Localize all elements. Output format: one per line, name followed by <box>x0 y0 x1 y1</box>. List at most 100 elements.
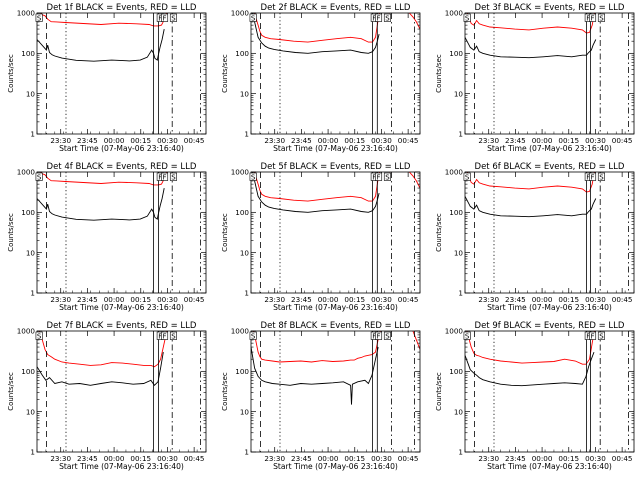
y-tick-label: 10 <box>26 89 36 98</box>
chart-title: Det 8f BLACK = Events, RED = LLD <box>261 321 411 331</box>
plot-frame <box>36 171 207 294</box>
x-tick-label: 23:45 <box>77 136 98 145</box>
plot-frame <box>250 12 421 135</box>
flag-label: S <box>171 332 176 340</box>
flag-box <box>597 331 605 340</box>
x-tick-label: 00:15 <box>558 295 579 304</box>
series-line-lld <box>39 172 167 186</box>
flag-box <box>375 172 383 181</box>
flag-box <box>383 331 391 340</box>
x-tick-label: 23:30 <box>478 454 499 463</box>
y-tick-label: 10 <box>240 407 250 416</box>
flag-label: S <box>385 332 390 340</box>
x-tick-label: 00:00 <box>532 136 553 145</box>
x-tick-label: 00:00 <box>104 454 125 463</box>
x-tick-label: 23:45 <box>77 454 98 463</box>
y-axis-label: Counts/sec <box>221 372 229 411</box>
x-tick-label: 23:45 <box>291 136 312 145</box>
chart-panel-det-5f: Det 5f BLACK = Events, RED = LLD 1 10 100 10… <box>221 162 421 312</box>
y-tick-label: 1000 <box>445 168 464 177</box>
series-line-lld <box>254 172 420 202</box>
flag-label: S <box>37 173 42 181</box>
series-group <box>251 331 420 405</box>
x-tick-label: 00:15 <box>130 295 151 304</box>
x-tick-label: 00:45 <box>398 295 419 304</box>
chart-panel-det-2f: Det 2f BLACK = Events, RED = LLD 1 10 100 10… <box>221 3 421 153</box>
flag-label: F <box>163 173 167 181</box>
chart-title: Det 7f BLACK = Events, RED = LLD <box>47 321 197 331</box>
y-tick-label: 1 <box>458 289 463 298</box>
x-tick-label: 23:30 <box>478 136 499 145</box>
x-tick-label: 00:15 <box>130 454 151 463</box>
x-tick-label: 23:30 <box>50 136 71 145</box>
y-tick-label: 100 <box>21 49 35 58</box>
chart-panel-det-1f: Det 1f BLACK = Events, RED = LLD 1 10 100 10… <box>7 3 207 153</box>
y-tick-label: 1000 <box>17 327 36 336</box>
series-group <box>37 172 167 221</box>
y-tick-label: 1000 <box>231 168 250 177</box>
flag-label: F <box>377 173 381 181</box>
series-line-lld <box>39 13 167 27</box>
flag-box <box>463 331 471 340</box>
y-axis-label: Counts/sec <box>221 213 229 252</box>
chart-title: Det 1f BLACK = Events, RED = LLD <box>47 3 197 13</box>
y-axis-label: Counts/sec <box>435 372 443 411</box>
x-tick-label: 23:45 <box>291 454 312 463</box>
flag-label: S <box>37 14 42 22</box>
x-tick-label: 00:00 <box>104 295 125 304</box>
y-tick-label: 10 <box>26 248 36 257</box>
flag-label: S <box>385 14 390 22</box>
x-tick-label: 00:30 <box>585 454 606 463</box>
x-tick-label: 23:30 <box>50 295 71 304</box>
flag-label: F <box>163 332 167 340</box>
flag-box <box>597 172 605 181</box>
series-group <box>465 172 597 218</box>
flag-box <box>589 172 597 181</box>
y-tick-label: 1000 <box>445 9 464 18</box>
series-line-events <box>37 29 165 62</box>
flag-label: S <box>37 332 42 340</box>
chart-title: Det 5f BLACK = Events, RED = LLD <box>261 162 411 172</box>
x-tick-label: 00:00 <box>318 136 339 145</box>
flag-label: F <box>377 14 381 22</box>
x-tick-label: 00:00 <box>532 295 553 304</box>
y-tick-label: 100 <box>235 49 249 58</box>
flag-box <box>169 13 177 22</box>
x-tick-label: 00:30 <box>585 295 606 304</box>
plot-frame <box>464 12 635 135</box>
chart-panel-det-3f: Det 3f BLACK = Events, RED = LLD 1 10 100 10… <box>435 3 635 153</box>
series-line-lld <box>466 331 595 365</box>
x-tick-label: 23:30 <box>264 295 285 304</box>
flag-label: F <box>372 332 376 340</box>
series-line-lld <box>254 13 420 43</box>
flag-box <box>249 13 257 22</box>
x-tick-label: 00:45 <box>184 454 205 463</box>
x-axis-label: Start Time (07-May-06 23:16:40) <box>59 462 184 471</box>
x-axis-label: Start Time (07-May-06 23:16:40) <box>273 303 398 312</box>
flag-box <box>597 13 605 22</box>
flag-label: F <box>586 14 590 22</box>
x-tick-label: 00:45 <box>398 136 419 145</box>
series-group <box>37 331 168 386</box>
x-tick-label: 23:30 <box>50 454 71 463</box>
x-tick-label: 00:15 <box>344 454 365 463</box>
chart-panel-det-9f: Det 9f BLACK = Events, RED = LLD 1 10 100 10… <box>435 321 635 471</box>
x-tick-label: 00:30 <box>371 136 392 145</box>
x-axis-label: Start Time (07-May-06 23:16:40) <box>59 303 184 312</box>
x-tick-label: 00:00 <box>104 136 125 145</box>
flag-label: S <box>599 173 604 181</box>
y-axis-label: Counts/sec <box>435 54 443 93</box>
x-tick-label: 00:45 <box>612 136 633 145</box>
flag-label: S <box>465 14 470 22</box>
x-tick-label: 23:45 <box>291 295 312 304</box>
flag-label: S <box>599 332 604 340</box>
y-tick-label: 1000 <box>231 327 250 336</box>
flag-box <box>35 172 43 181</box>
flag-box <box>169 331 177 340</box>
y-tick-label: 10 <box>26 407 36 416</box>
flag-box <box>463 13 471 22</box>
x-tick-label: 00:15 <box>558 454 579 463</box>
y-tick-label: 10 <box>454 248 464 257</box>
chart-title: Det 2f BLACK = Events, RED = LLD <box>261 3 411 13</box>
flag-label: F <box>158 14 162 22</box>
